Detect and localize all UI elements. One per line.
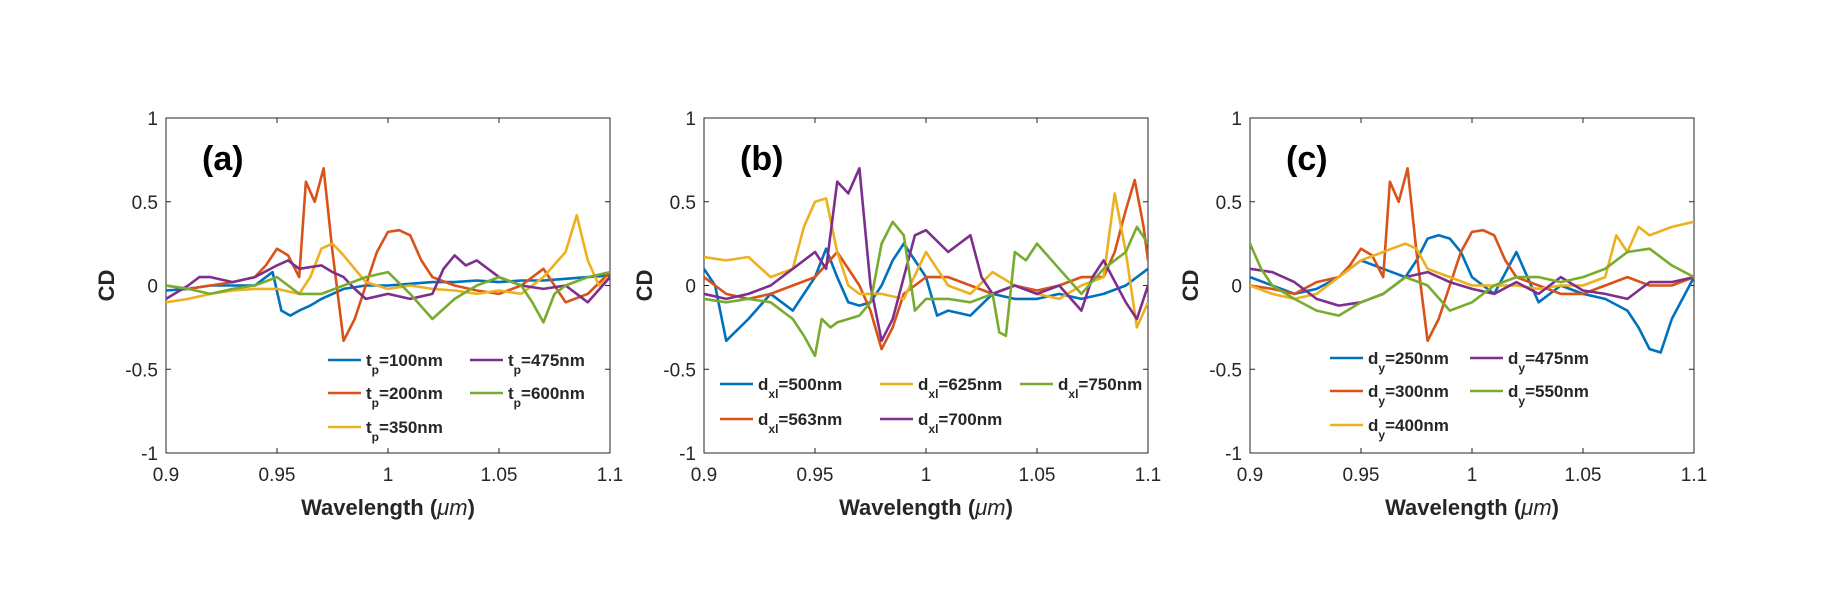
legend-label: dy=250nm xyxy=(1368,349,1449,375)
chart-panel-3: 0.9 0.95 1 1.05 1.1 -1 -0.5 0 0.5 1 (c) Wavelength … xyxy=(1178,109,1707,520)
series-line-d-xl-750nm xyxy=(704,220,1148,358)
x-tick-label: 1 xyxy=(383,465,394,486)
x-axis-label: Wavelength (μm) xyxy=(839,495,1013,520)
legend-label: tp=200nm xyxy=(366,384,443,410)
legend-label: dxl=625nm xyxy=(918,375,1002,401)
x-tick-label: 1.05 xyxy=(1565,465,1602,486)
legend-label: dy=475nm xyxy=(1508,349,1589,375)
legend-entry: dxl=500nm xyxy=(720,375,842,401)
series-line-d-y-300nm xyxy=(1250,167,1694,343)
x-tick-label: 0.9 xyxy=(691,465,717,486)
y-tick-label: -0.5 xyxy=(663,360,696,381)
legend-entry: dxl=700nm xyxy=(880,410,1002,436)
series-line-d-xl-700nm xyxy=(704,167,1148,343)
legend-label: dxl=750nm xyxy=(1058,375,1142,401)
x-axis-label: Wavelength (μm) xyxy=(301,495,475,520)
panel-label: (b) xyxy=(740,140,783,178)
x-tick-label: 1.1 xyxy=(597,465,623,486)
series-line-d-xl-625nm xyxy=(704,192,1148,329)
series-line-d-y-550nm xyxy=(1250,243,1694,317)
y-tick-label: 0 xyxy=(1231,277,1242,298)
x-tick-label: 0.95 xyxy=(259,465,296,486)
x-axis-label: Wavelength (μm) xyxy=(1385,495,1559,520)
legend: dy=250nm dy=475nm dy=300nm dy=550nm dy=400nm xyxy=(1330,349,1589,442)
y-tick-label: 1 xyxy=(685,109,696,130)
chart-panel-1: 0.9 0.95 1 1.05 1.1 -1 -0.5 0 0.5 1 (a) Wavelength … xyxy=(94,109,623,520)
y-tick-label: 0.5 xyxy=(1216,193,1242,214)
legend-entry: dy=300nm xyxy=(1330,382,1449,408)
series-line-d-xl-563nm xyxy=(704,178,1148,351)
x-tick-label: 1.1 xyxy=(1681,465,1707,486)
legend-label: tp=475nm xyxy=(508,351,585,377)
y-tick-label: 0 xyxy=(147,277,158,298)
legend-label: dy=400nm xyxy=(1368,416,1449,442)
legend-entry: dy=550nm xyxy=(1470,382,1589,408)
legend-label: tp=600nm xyxy=(508,384,585,410)
series-line-t-p-600nm xyxy=(166,270,610,324)
x-tick-label: 0.9 xyxy=(1237,465,1263,486)
legend-entry: tp=350nm xyxy=(328,418,443,444)
y-tick-label: 1 xyxy=(1231,109,1242,130)
x-tick-label: 1 xyxy=(1467,465,1478,486)
legend-label: dxl=500nm xyxy=(758,375,842,401)
x-tick-label: 0.95 xyxy=(797,465,834,486)
x-tick-label: 1.1 xyxy=(1135,465,1161,486)
chart-panel-2: 0.9 0.95 1 1.05 1.1 -1 -0.5 0 0.5 1 (b) Wavelength … xyxy=(632,109,1161,520)
x-tick-label: 1 xyxy=(921,465,932,486)
legend-label: dy=550nm xyxy=(1508,382,1589,408)
y-tick-label: 0.5 xyxy=(132,193,158,214)
legend-entry: dxl=750nm xyxy=(1020,375,1142,401)
legend-label: tp=350nm xyxy=(366,418,443,444)
y-tick-label: 1 xyxy=(147,109,158,130)
x-tick-label: 0.9 xyxy=(153,465,179,486)
legend: tp=100nm tp=475nm tp=200nm tp=600nm tp=350nm xyxy=(328,351,585,444)
y-tick-label: -1 xyxy=(679,444,696,465)
legend-label: dy=300nm xyxy=(1368,382,1449,408)
legend: dxl=500nm dxl=625nm dxl=750nm dxl=563nm dxl=… xyxy=(720,375,1142,436)
legend-entry: dxl=563nm xyxy=(720,410,842,436)
legend-entry: dy=250nm xyxy=(1330,349,1449,375)
y-tick-label: 0 xyxy=(685,277,696,298)
x-tick-label: 0.95 xyxy=(1343,465,1380,486)
legend-entry: dxl=625nm xyxy=(880,375,1002,401)
legend-entry: tp=200nm xyxy=(328,384,443,410)
legend-entry: tp=100nm xyxy=(328,351,443,377)
y-axis-label: CD xyxy=(94,270,119,302)
legend-entry: tp=600nm xyxy=(470,384,585,410)
legend-entry: dy=475nm xyxy=(1470,349,1589,375)
y-axis-label: CD xyxy=(632,270,657,302)
x-tick-label: 1.05 xyxy=(1019,465,1056,486)
legend-label: dxl=700nm xyxy=(918,410,1002,436)
y-tick-label: -0.5 xyxy=(1209,360,1242,381)
legend-entry: dy=400nm xyxy=(1330,416,1449,442)
panel-label: (c) xyxy=(1286,140,1328,178)
series-line-t-p-350nm xyxy=(166,213,610,304)
y-tick-label: 0.5 xyxy=(670,193,696,214)
y-tick-label: -0.5 xyxy=(125,360,158,381)
x-tick-label: 1.05 xyxy=(481,465,518,486)
legend-label: dxl=563nm xyxy=(758,410,842,436)
y-axis-label: CD xyxy=(1178,270,1203,302)
legend-entry: tp=475nm xyxy=(470,351,585,377)
panel-label: (a) xyxy=(202,140,244,178)
y-tick-label: -1 xyxy=(1225,444,1242,465)
series-line-d-y-400nm xyxy=(1250,220,1694,301)
series-line-d-y-475nm xyxy=(1250,267,1694,307)
legend-label: tp=100nm xyxy=(366,351,443,377)
y-tick-label: -1 xyxy=(141,444,158,465)
